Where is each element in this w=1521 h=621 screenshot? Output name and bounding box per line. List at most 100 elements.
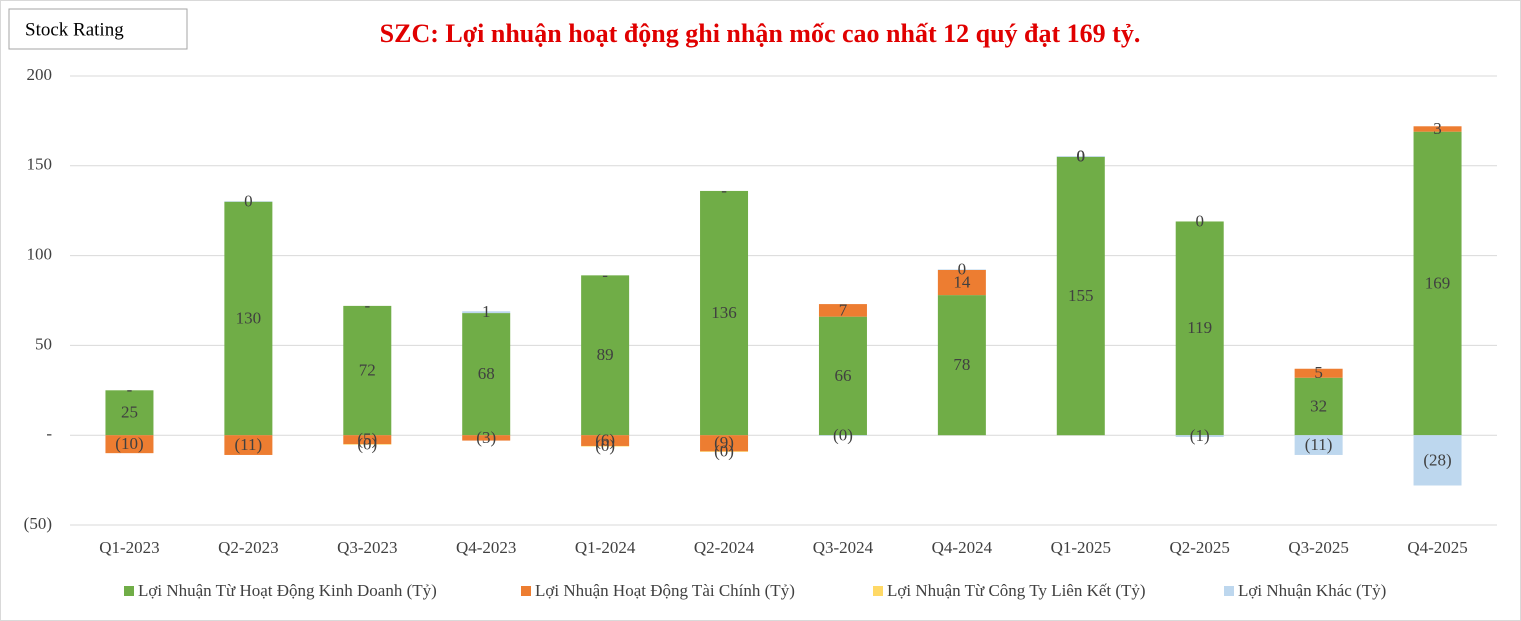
bar-segment bbox=[581, 445, 630, 447]
data-label: 25 bbox=[121, 403, 138, 422]
data-label: (6) bbox=[595, 430, 615, 449]
bar-segment bbox=[105, 435, 154, 454]
badge-box bbox=[8, 8, 188, 50]
bar-segment bbox=[1294, 435, 1343, 455]
bar-segment bbox=[700, 435, 749, 452]
data-label: (3) bbox=[476, 428, 496, 447]
data-label: (0) bbox=[595, 436, 615, 455]
data-label: 130 bbox=[236, 308, 262, 327]
legend-label: Lợi Nhuận Từ Công Ty Liên Kết (Tỷ) bbox=[887, 581, 1146, 600]
legend-swatch bbox=[124, 586, 134, 596]
data-label: - bbox=[127, 380, 133, 399]
bar-segment bbox=[1413, 126, 1462, 132]
data-label: (5) bbox=[357, 430, 377, 449]
legend-label: Lợi Nhuận Hoạt Động Tài Chính (Tỷ) bbox=[535, 581, 795, 600]
data-label: (28) bbox=[1423, 450, 1451, 469]
data-label: 169 bbox=[1425, 273, 1451, 292]
x-tick-label: Q3-2023 bbox=[337, 538, 397, 557]
bar-segment bbox=[462, 313, 511, 436]
legend-label: Lợi Nhuận Khác (Tỷ) bbox=[1238, 581, 1386, 600]
bar-segment bbox=[343, 305, 392, 436]
data-label: (0) bbox=[714, 442, 734, 461]
bar-segment bbox=[343, 444, 392, 445]
data-label: 7 bbox=[839, 300, 848, 319]
data-label: 68 bbox=[478, 364, 495, 383]
x-tick-label: Q1-2023 bbox=[99, 538, 159, 557]
labels: Q1-202325(10)-Q2-2023130(11)0Q3-202372(5… bbox=[99, 119, 1468, 600]
bar-segment bbox=[1294, 377, 1343, 436]
x-tick-label: Q3-2024 bbox=[813, 538, 874, 557]
x-tick-label: Q2-2024 bbox=[694, 538, 755, 557]
bar-segment bbox=[700, 451, 749, 452]
data-label: (0) bbox=[357, 434, 377, 453]
y-tick-label: 100 bbox=[27, 245, 53, 264]
bar-segment bbox=[937, 269, 986, 270]
data-label: - bbox=[364, 296, 370, 315]
y-tick-label: (50) bbox=[24, 514, 52, 533]
bar-segment bbox=[1056, 156, 1105, 157]
data-label: - bbox=[602, 265, 608, 284]
x-tick-label: Q1-2024 bbox=[575, 538, 636, 557]
data-label: (1) bbox=[1190, 426, 1210, 445]
bar-segment bbox=[581, 435, 630, 446]
data-label: (11) bbox=[235, 435, 263, 454]
data-label: 72 bbox=[359, 360, 376, 379]
legend-swatch bbox=[1224, 586, 1234, 596]
bar-segment bbox=[224, 201, 273, 202]
data-label: 0 bbox=[244, 191, 253, 210]
bar-segment bbox=[818, 304, 867, 317]
y-tick-label: - bbox=[46, 424, 52, 443]
x-tick-label: Q3-2025 bbox=[1288, 538, 1348, 557]
y-tick-label: 200 bbox=[27, 65, 53, 84]
bar-segment bbox=[1056, 156, 1105, 436]
data-label: 0 bbox=[958, 260, 967, 279]
data-label: 78 bbox=[953, 355, 970, 374]
bar-segment bbox=[818, 316, 867, 436]
x-tick-label: Q4-2025 bbox=[1407, 538, 1467, 557]
data-label: 155 bbox=[1068, 286, 1094, 305]
bar-segment bbox=[343, 435, 392, 445]
bar-segment bbox=[700, 190, 749, 436]
data-label: 0 bbox=[1077, 146, 1086, 165]
y-tick-label: 50 bbox=[35, 334, 52, 353]
data-label: 14 bbox=[953, 272, 971, 291]
bar-segment bbox=[1413, 131, 1462, 436]
bar-segment bbox=[224, 201, 273, 436]
bar-segment bbox=[818, 435, 867, 436]
data-label: 3 bbox=[1433, 119, 1442, 138]
data-label: - bbox=[721, 181, 727, 200]
legend-swatch bbox=[873, 586, 883, 596]
data-label: 32 bbox=[1310, 396, 1327, 415]
bar-segment bbox=[937, 295, 986, 436]
data-label: 89 bbox=[597, 345, 614, 364]
data-label: 119 bbox=[1187, 318, 1212, 337]
data-label: (11) bbox=[1305, 435, 1333, 454]
data-label: 1 bbox=[482, 302, 491, 321]
bars bbox=[105, 126, 1462, 486]
bar-segment bbox=[462, 435, 511, 441]
bar-segment bbox=[224, 435, 273, 455]
x-tick-label: Q2-2023 bbox=[218, 538, 278, 557]
x-tick-label: Q4-2024 bbox=[932, 538, 993, 557]
badge: Stock Rating bbox=[25, 19, 124, 40]
chart-title: SZC: Lợi nhuận hoạt động ghi nhận mốc ca… bbox=[380, 19, 1141, 48]
bar-segment bbox=[1175, 435, 1224, 437]
legend-swatch bbox=[521, 586, 531, 596]
y-tick-label: 150 bbox=[27, 155, 53, 174]
data-label: 0 bbox=[1077, 147, 1086, 166]
bar-segment bbox=[581, 275, 630, 436]
bar-segment bbox=[1294, 368, 1343, 378]
bar-segment bbox=[1413, 435, 1462, 486]
data-label: 0 bbox=[1077, 147, 1086, 166]
data-label: (10) bbox=[115, 434, 143, 453]
data-label: (9) bbox=[714, 433, 734, 452]
data-label: 5 bbox=[1314, 363, 1323, 382]
data-label: 136 bbox=[711, 303, 737, 322]
x-tick-label: Q1-2025 bbox=[1051, 538, 1111, 557]
data-label: 66 bbox=[834, 366, 851, 385]
bar-segment bbox=[105, 390, 154, 436]
bar-segment bbox=[937, 269, 986, 296]
data-label: 0 bbox=[1195, 211, 1204, 230]
